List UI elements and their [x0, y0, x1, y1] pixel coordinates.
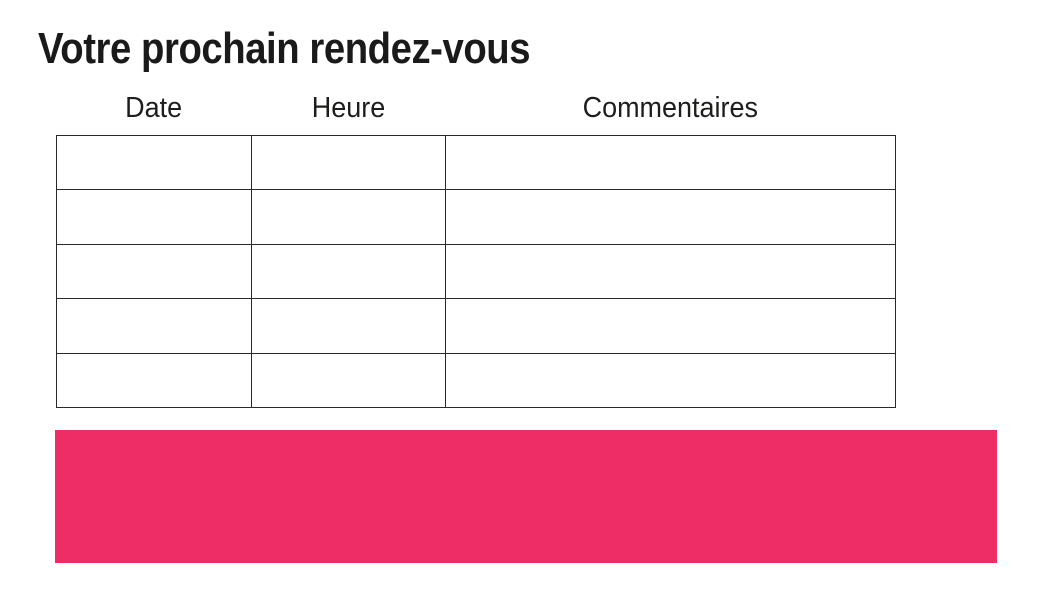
table-row: [56, 134, 896, 191]
column-header-commentaires: Commentaires: [445, 90, 895, 126]
column-header-date: Date: [56, 90, 251, 126]
highlight-bar: [55, 430, 997, 563]
table-cell: [445, 243, 896, 300]
table-cell: [56, 352, 252, 409]
table-cell: [56, 243, 252, 300]
table-cell: [445, 189, 896, 245]
page-title: Votre prochain rendez-vous: [38, 24, 531, 73]
column-header-heure-label: Heure: [311, 92, 385, 124]
table-cell: [56, 134, 252, 191]
table-cell: [251, 134, 446, 191]
appointments-table: [56, 134, 896, 409]
table-row: [56, 243, 896, 300]
column-header-commentaires-label: Commentaires: [582, 92, 758, 124]
appointments-table-body: [56, 134, 896, 409]
table-cell: [445, 352, 896, 409]
column-header-heure: Heure: [251, 90, 445, 126]
table-cell: [445, 134, 896, 191]
table-row: [56, 352, 896, 409]
table-cell: [251, 243, 446, 300]
table-cell: [56, 298, 252, 354]
table-cell: [251, 352, 446, 409]
table-cell: [251, 189, 446, 245]
table-header-row: Date Heure Commentaires: [56, 90, 895, 126]
column-header-date-label: Date: [125, 92, 182, 124]
table-cell: [251, 298, 446, 354]
table-cell: [56, 189, 252, 245]
table-row: [56, 189, 896, 245]
table-row: [56, 298, 896, 354]
table-cell: [445, 298, 896, 354]
